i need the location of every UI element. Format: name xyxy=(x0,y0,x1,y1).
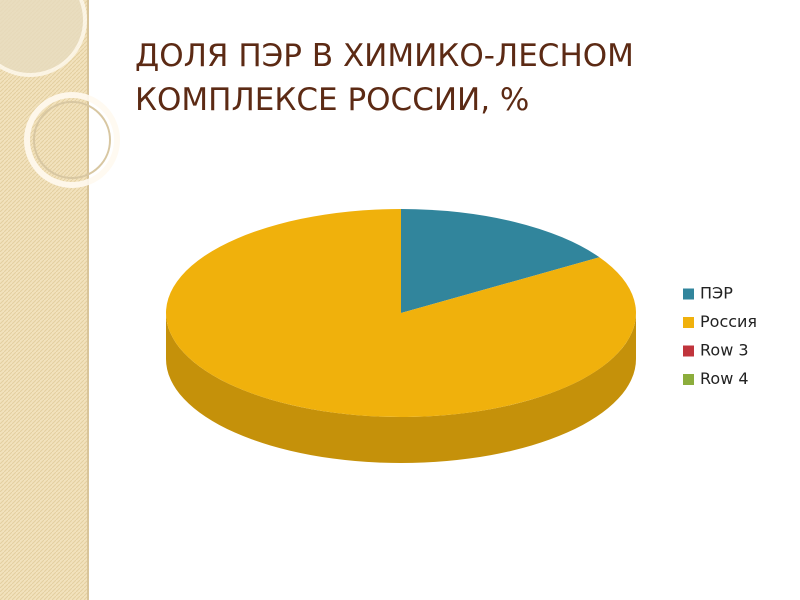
side-strip xyxy=(0,0,88,600)
chart-title: ДОЛЯ ПЭР В ХИМИКО-ЛЕСНОМ xyxy=(135,38,634,74)
slice-side xyxy=(166,313,636,463)
slice-top xyxy=(401,209,600,313)
pie-slice xyxy=(165,209,636,463)
legend: ПЭР Россия Row 3 Row 4 xyxy=(683,284,757,388)
deco-ring xyxy=(33,101,111,179)
legend-swatch xyxy=(683,317,694,328)
legend-swatch xyxy=(683,345,694,357)
slice-top xyxy=(165,209,636,417)
pie xyxy=(165,209,636,463)
chart-title: КОМПЛЕКСЕ РОССИИ, % xyxy=(135,82,529,118)
legend-label: ПЭР xyxy=(700,284,733,303)
pie-slice xyxy=(401,209,600,313)
deco-circle xyxy=(0,0,87,77)
legend-label: Row 4 xyxy=(700,369,749,388)
legend-swatch xyxy=(683,374,694,385)
legend-label: Row 3 xyxy=(700,341,749,360)
deco-ring xyxy=(24,92,120,188)
legend-label: Россия xyxy=(700,312,757,331)
legend-swatch xyxy=(683,288,694,300)
